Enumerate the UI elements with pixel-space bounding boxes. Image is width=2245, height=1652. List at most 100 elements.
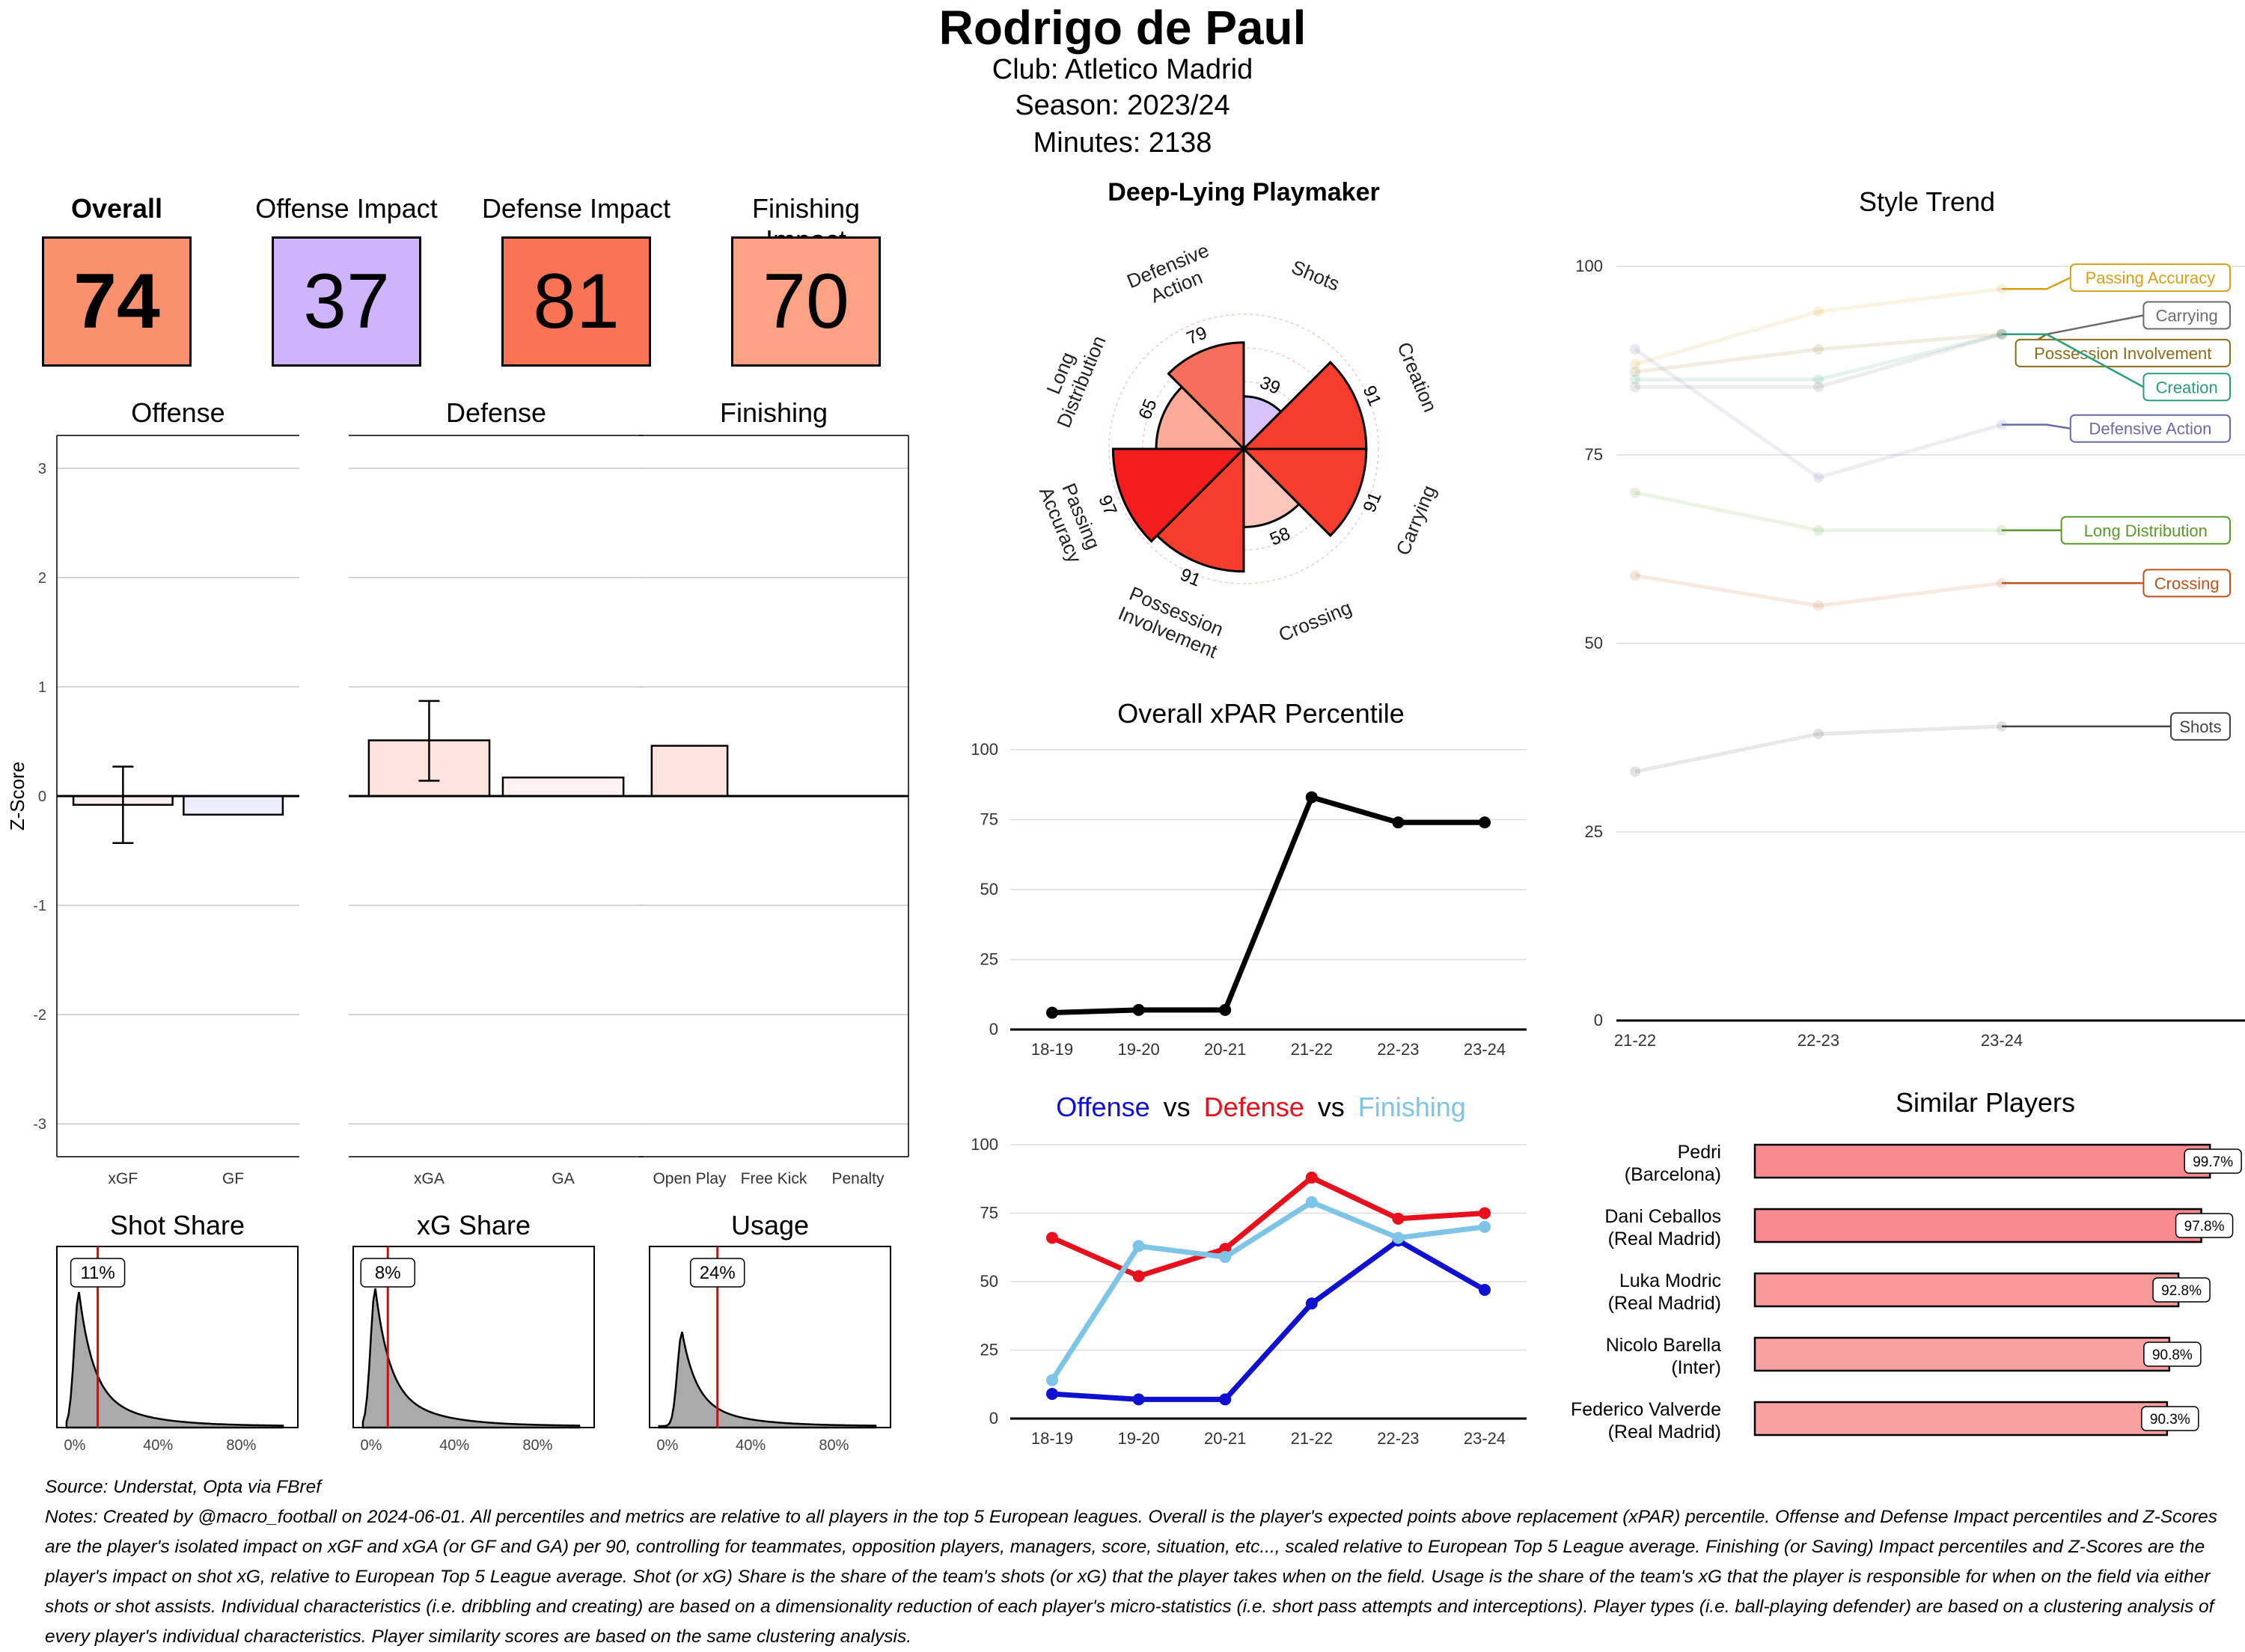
style-label-long-distribution: Long Distribution: [2084, 521, 2208, 540]
y-tick-label: 50: [1585, 634, 1603, 652]
x-tick-ga: GA: [552, 1170, 574, 1187]
y-tick-label: 1: [38, 679, 46, 696]
radar-wedge-long-distribution: [1155, 385, 1247, 450]
point-defense: [1305, 1171, 1318, 1184]
y-tick-label: 0: [989, 1409, 998, 1428]
style-label-creation: Creation: [2156, 378, 2218, 397]
dist-x-tick: 0%: [657, 1437, 679, 1454]
similar-score-luka-modric: 92.8%: [2161, 1283, 2202, 1299]
marker-label: 8%: [375, 1263, 401, 1283]
style-line-shots: [1634, 724, 2003, 774]
minutes-line: Minutes: 2138: [1033, 127, 1212, 159]
style-label-box-long-distribution: [2060, 516, 2231, 545]
xpar-title: Overall xPAR Percentile: [1117, 698, 1404, 729]
radar-value-carrying: 91: [1360, 489, 1386, 516]
y-tick-label: -3: [33, 1116, 46, 1133]
panel-title-offense: Offense: [131, 397, 224, 428]
y-tick-label: -2: [33, 1007, 46, 1024]
y-tick-label: 0: [1594, 1011, 1603, 1030]
ovd-title-offense-0: Offense: [1056, 1092, 1149, 1122]
x-tick-23-24: 23-24: [1981, 1031, 2023, 1050]
similar-score-federico-valverde: 90.3%: [2150, 1412, 2190, 1428]
line-xpar: [1051, 795, 1485, 1016]
style-point-crossing: [1813, 600, 1824, 611]
similar-club-dani-ceballos: (Real Madrid): [1608, 1229, 1721, 1249]
y-tick-label: 0: [38, 789, 46, 805]
point-finishing: [1392, 1232, 1405, 1244]
dist-x-tick: 40%: [736, 1437, 766, 1454]
ovd-title: Offense vs Defense vs Finishing: [1056, 1092, 1466, 1122]
style-label-crossing: Crossing: [2154, 574, 2220, 593]
similar-label-box: [2175, 1213, 2234, 1238]
similar-score-pedri: 99.7%: [2193, 1154, 2233, 1170]
similar-label-box: [2141, 1406, 2199, 1431]
radar-title: Deep-Lying Playmaker: [1108, 178, 1379, 206]
y-tick-label: 100: [971, 740, 998, 759]
ovd-title-vs-1: vs: [1164, 1092, 1191, 1122]
marker-label: 11%: [80, 1263, 114, 1283]
style-label-box-carrying: [2142, 301, 2232, 330]
radar-value-passing-accuracy: 97: [1094, 492, 1120, 518]
y-tick-label: 75: [980, 810, 998, 829]
x-tick-penalty: Penalty: [831, 1170, 885, 1187]
dist-x-tick: 80%: [226, 1437, 256, 1454]
style-line-passing-accuracy: [1634, 287, 2003, 367]
panel-title-defense: Defense: [446, 397, 546, 428]
x-tick-xgf: xGF: [109, 1170, 138, 1187]
point-finishing: [1305, 1196, 1318, 1208]
style-line-possession-involvement: [1634, 332, 2003, 374]
point-xpar: [1305, 791, 1318, 804]
kpi-overall: 74: [42, 236, 192, 367]
style-label-carrying: Carrying: [2156, 307, 2218, 325]
bar-gf: [183, 795, 284, 816]
dist-title-xg-share: xG Share: [417, 1210, 531, 1240]
style-line-crossing: [1634, 573, 2003, 608]
dist-title-usage: Usage: [731, 1210, 809, 1240]
season-line: Season: 2023/24: [1015, 90, 1230, 121]
offense-defense-finishing-chart: Offense vs Defense vs Finishing 0 25 50 75 100 18-…: [971, 1092, 1527, 1448]
kpi-offense: 37: [272, 236, 421, 367]
x-tick-23-24: 23-24: [1464, 1429, 1506, 1448]
dist-title-shot-share: Shot Share: [110, 1210, 245, 1240]
dist-x-tick: 80%: [819, 1437, 849, 1454]
radar-wedge-creation: [1241, 361, 1368, 450]
dist-x-tick: 40%: [143, 1437, 173, 1454]
radar-label-passing-accuracy: PassingAccuracy: [1035, 475, 1107, 566]
ovd-title-defense-2: Defense: [1204, 1092, 1304, 1122]
similar-name-dani-ceballos: Dani Ceballos: [1604, 1206, 1721, 1227]
y-tick-label: 25: [980, 950, 998, 969]
x-tick-20-21: 20-21: [1204, 1040, 1246, 1059]
point-offense: [1479, 1283, 1491, 1296]
similar-label-box: [2143, 1342, 2202, 1367]
similar-score-nicolo-barella: 90.8%: [2152, 1347, 2193, 1363]
y-tick-label: -1: [33, 898, 46, 914]
marker-label: 24%: [700, 1263, 736, 1283]
point-finishing: [1219, 1251, 1232, 1264]
similar-score-dani-ceballos: 97.8%: [2184, 1219, 2225, 1235]
x-tick-20-21: 20-21: [1204, 1429, 1246, 1448]
dist-x-tick: 40%: [439, 1437, 469, 1454]
radar-value-long-distribution: 65: [1134, 396, 1161, 422]
radar-wedge-carrying: [1241, 447, 1368, 537]
style-label-box-passing-accuracy: [2069, 263, 2231, 293]
radar-grid-ring: [1108, 313, 1379, 584]
ovd-title-finishing-4: Finishing: [1358, 1092, 1466, 1122]
similar-name-pedri: Pedri: [1678, 1142, 1721, 1163]
dist-x-tick: 0%: [64, 1437, 86, 1454]
similar-name-federico-valverde: Federico Valverde: [1571, 1399, 1721, 1420]
style-label-box-creation: [2142, 373, 2232, 402]
similar-club-pedri: (Barcelona): [1625, 1164, 1721, 1185]
density-curve: [361, 1288, 581, 1429]
marker-label-box: [360, 1258, 415, 1288]
similar-label-box: [2184, 1148, 2242, 1174]
x-tick-open-play: Open Play: [653, 1170, 727, 1187]
y-tick-label: 2: [38, 570, 46, 587]
style-point-defensive-action: [1630, 343, 1640, 355]
radar-label-shots: Shots: [1289, 256, 1343, 296]
style-point-crossing: [1630, 570, 1640, 581]
kpi-label-overall: Overall: [70, 193, 163, 224]
density-curve: [65, 1291, 284, 1429]
similar-club-federico-valverde: (Real Madrid): [1608, 1422, 1721, 1443]
point-xpar: [1479, 816, 1491, 829]
radar-label-crossing: Crossing: [1275, 596, 1354, 646]
